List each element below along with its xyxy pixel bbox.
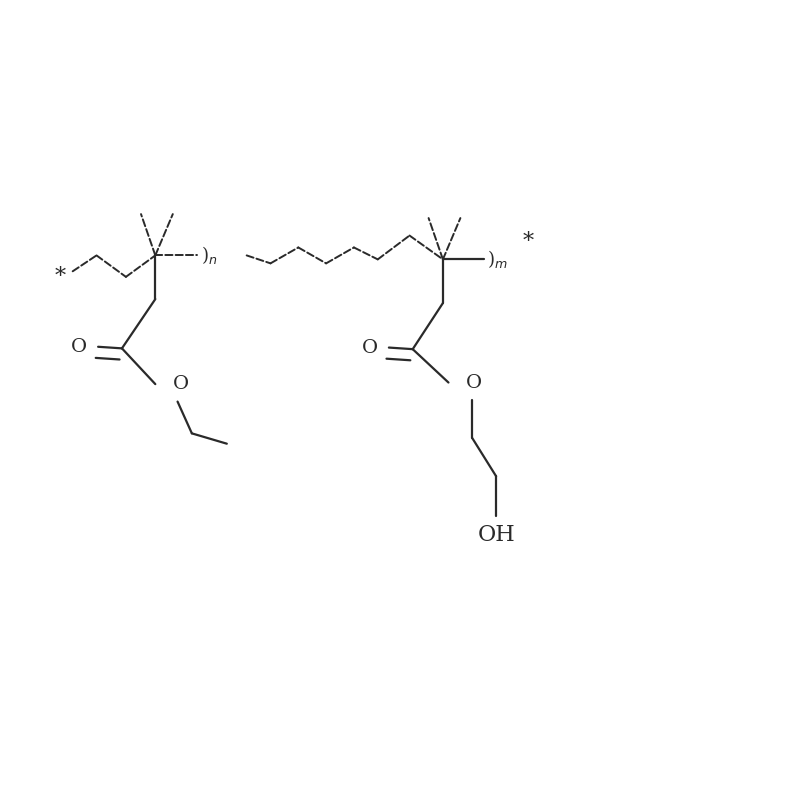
Text: O: O [362, 338, 378, 357]
Text: O: O [173, 375, 189, 393]
Text: OH: OH [478, 524, 515, 546]
Text: )$_m$: )$_m$ [486, 248, 507, 270]
Text: *: * [54, 266, 66, 288]
Text: O: O [466, 374, 482, 391]
Text: O: O [71, 338, 87, 356]
Text: )$_n$: )$_n$ [201, 245, 218, 266]
Text: *: * [523, 231, 534, 253]
